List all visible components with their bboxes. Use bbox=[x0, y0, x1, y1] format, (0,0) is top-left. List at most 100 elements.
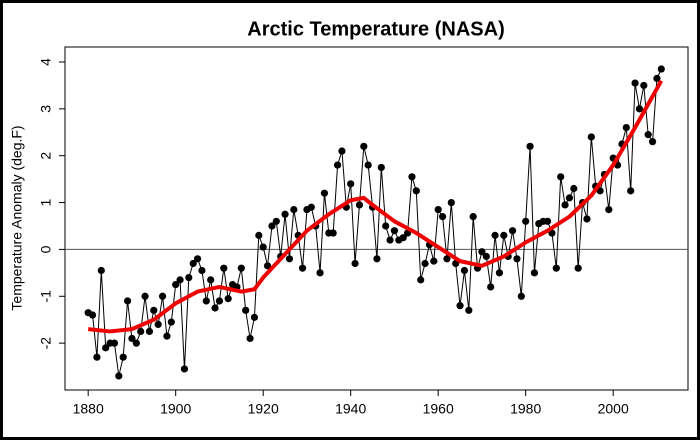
data-point bbox=[189, 259, 197, 268]
data-point bbox=[360, 142, 368, 150]
data-point bbox=[215, 297, 224, 305]
data-point bbox=[123, 297, 132, 305]
data-point bbox=[202, 297, 210, 305]
x-tick-label: 1960 bbox=[423, 401, 454, 417]
data-point bbox=[495, 269, 504, 277]
y-tick-label: 0 bbox=[38, 245, 54, 253]
data-point bbox=[438, 213, 447, 221]
data-point bbox=[465, 306, 473, 314]
data-point bbox=[373, 255, 381, 263]
data-point bbox=[285, 255, 294, 263]
data-point bbox=[263, 262, 272, 270]
data-point bbox=[412, 187, 420, 195]
data-point bbox=[653, 74, 661, 82]
data-point bbox=[657, 65, 665, 73]
data-point bbox=[557, 173, 565, 181]
data-point bbox=[482, 252, 490, 261]
data-point bbox=[565, 194, 574, 202]
data-point bbox=[430, 257, 438, 265]
data-point bbox=[500, 231, 508, 239]
data-point bbox=[185, 273, 193, 282]
data-point bbox=[250, 313, 259, 321]
data-point bbox=[242, 306, 250, 314]
data-point bbox=[456, 302, 464, 310]
x-tick-label: 1920 bbox=[248, 401, 279, 417]
data-point bbox=[176, 276, 184, 284]
data-point bbox=[137, 327, 145, 336]
data-point bbox=[460, 266, 469, 275]
data-point bbox=[386, 236, 394, 244]
y-tick-label: 4 bbox=[38, 58, 54, 66]
data-point bbox=[141, 292, 149, 300]
data-point bbox=[583, 215, 591, 223]
y-axis-label: Temperature Anomaly (deg.F) bbox=[9, 125, 25, 310]
data-point bbox=[517, 292, 525, 300]
data-point bbox=[224, 295, 232, 303]
data-point bbox=[644, 131, 652, 139]
data-point bbox=[338, 147, 346, 155]
data-point bbox=[132, 339, 140, 347]
data-point bbox=[408, 173, 416, 181]
data-point bbox=[399, 234, 407, 242]
data-point bbox=[561, 201, 569, 209]
data-point bbox=[530, 269, 539, 277]
data-point bbox=[316, 269, 324, 277]
data-point bbox=[347, 180, 355, 188]
data-point bbox=[513, 255, 521, 263]
data-point bbox=[207, 276, 215, 284]
data-point bbox=[648, 138, 657, 146]
data-point bbox=[158, 292, 167, 300]
data-point bbox=[434, 205, 442, 214]
data-point bbox=[552, 264, 560, 272]
data-point bbox=[622, 123, 630, 132]
data-point bbox=[255, 231, 263, 239]
data-point bbox=[272, 217, 280, 225]
data-point bbox=[307, 203, 315, 211]
data-point bbox=[88, 311, 97, 319]
data-point bbox=[93, 353, 101, 361]
plot-frame bbox=[64, 46, 689, 391]
data-point bbox=[640, 81, 648, 90]
data-point bbox=[355, 201, 364, 209]
y-tick-label: 2 bbox=[38, 152, 54, 160]
data-point bbox=[333, 161, 342, 169]
data-point bbox=[154, 320, 162, 328]
data-point bbox=[220, 264, 228, 272]
background bbox=[3, 3, 697, 437]
smooth-line bbox=[87, 79, 664, 334]
data-point bbox=[211, 304, 219, 312]
data-point bbox=[635, 105, 644, 113]
data-point bbox=[574, 264, 582, 272]
data-point bbox=[478, 248, 486, 256]
x-tick-label: 1880 bbox=[73, 401, 104, 417]
data-point bbox=[522, 217, 530, 225]
data-point bbox=[290, 205, 298, 214]
data-point bbox=[97, 266, 105, 275]
data-point bbox=[605, 205, 613, 214]
data-point bbox=[364, 161, 372, 169]
data-point bbox=[145, 327, 154, 336]
y-tick-label: -2 bbox=[38, 337, 54, 350]
y-tick-label: 1 bbox=[38, 198, 54, 206]
data-point bbox=[390, 227, 399, 235]
data-point bbox=[417, 276, 425, 284]
data-point bbox=[469, 213, 477, 221]
data-point bbox=[268, 222, 276, 230]
chart-title: Arctic Temperature (NASA) bbox=[247, 18, 504, 40]
data-point bbox=[110, 339, 119, 347]
data-point bbox=[351, 259, 359, 268]
data-point bbox=[172, 280, 180, 289]
x-tick-label: 1940 bbox=[335, 401, 366, 417]
x-tick-label: 1980 bbox=[510, 401, 541, 417]
data-point bbox=[491, 231, 499, 239]
data-point bbox=[487, 283, 495, 291]
data-point bbox=[193, 255, 202, 263]
data-point bbox=[631, 79, 639, 87]
data-point bbox=[115, 372, 123, 380]
y-tick-label: 3 bbox=[38, 105, 54, 113]
data-point bbox=[382, 222, 390, 230]
data-point bbox=[320, 189, 329, 197]
data-point bbox=[421, 259, 429, 268]
data-point bbox=[237, 264, 245, 272]
